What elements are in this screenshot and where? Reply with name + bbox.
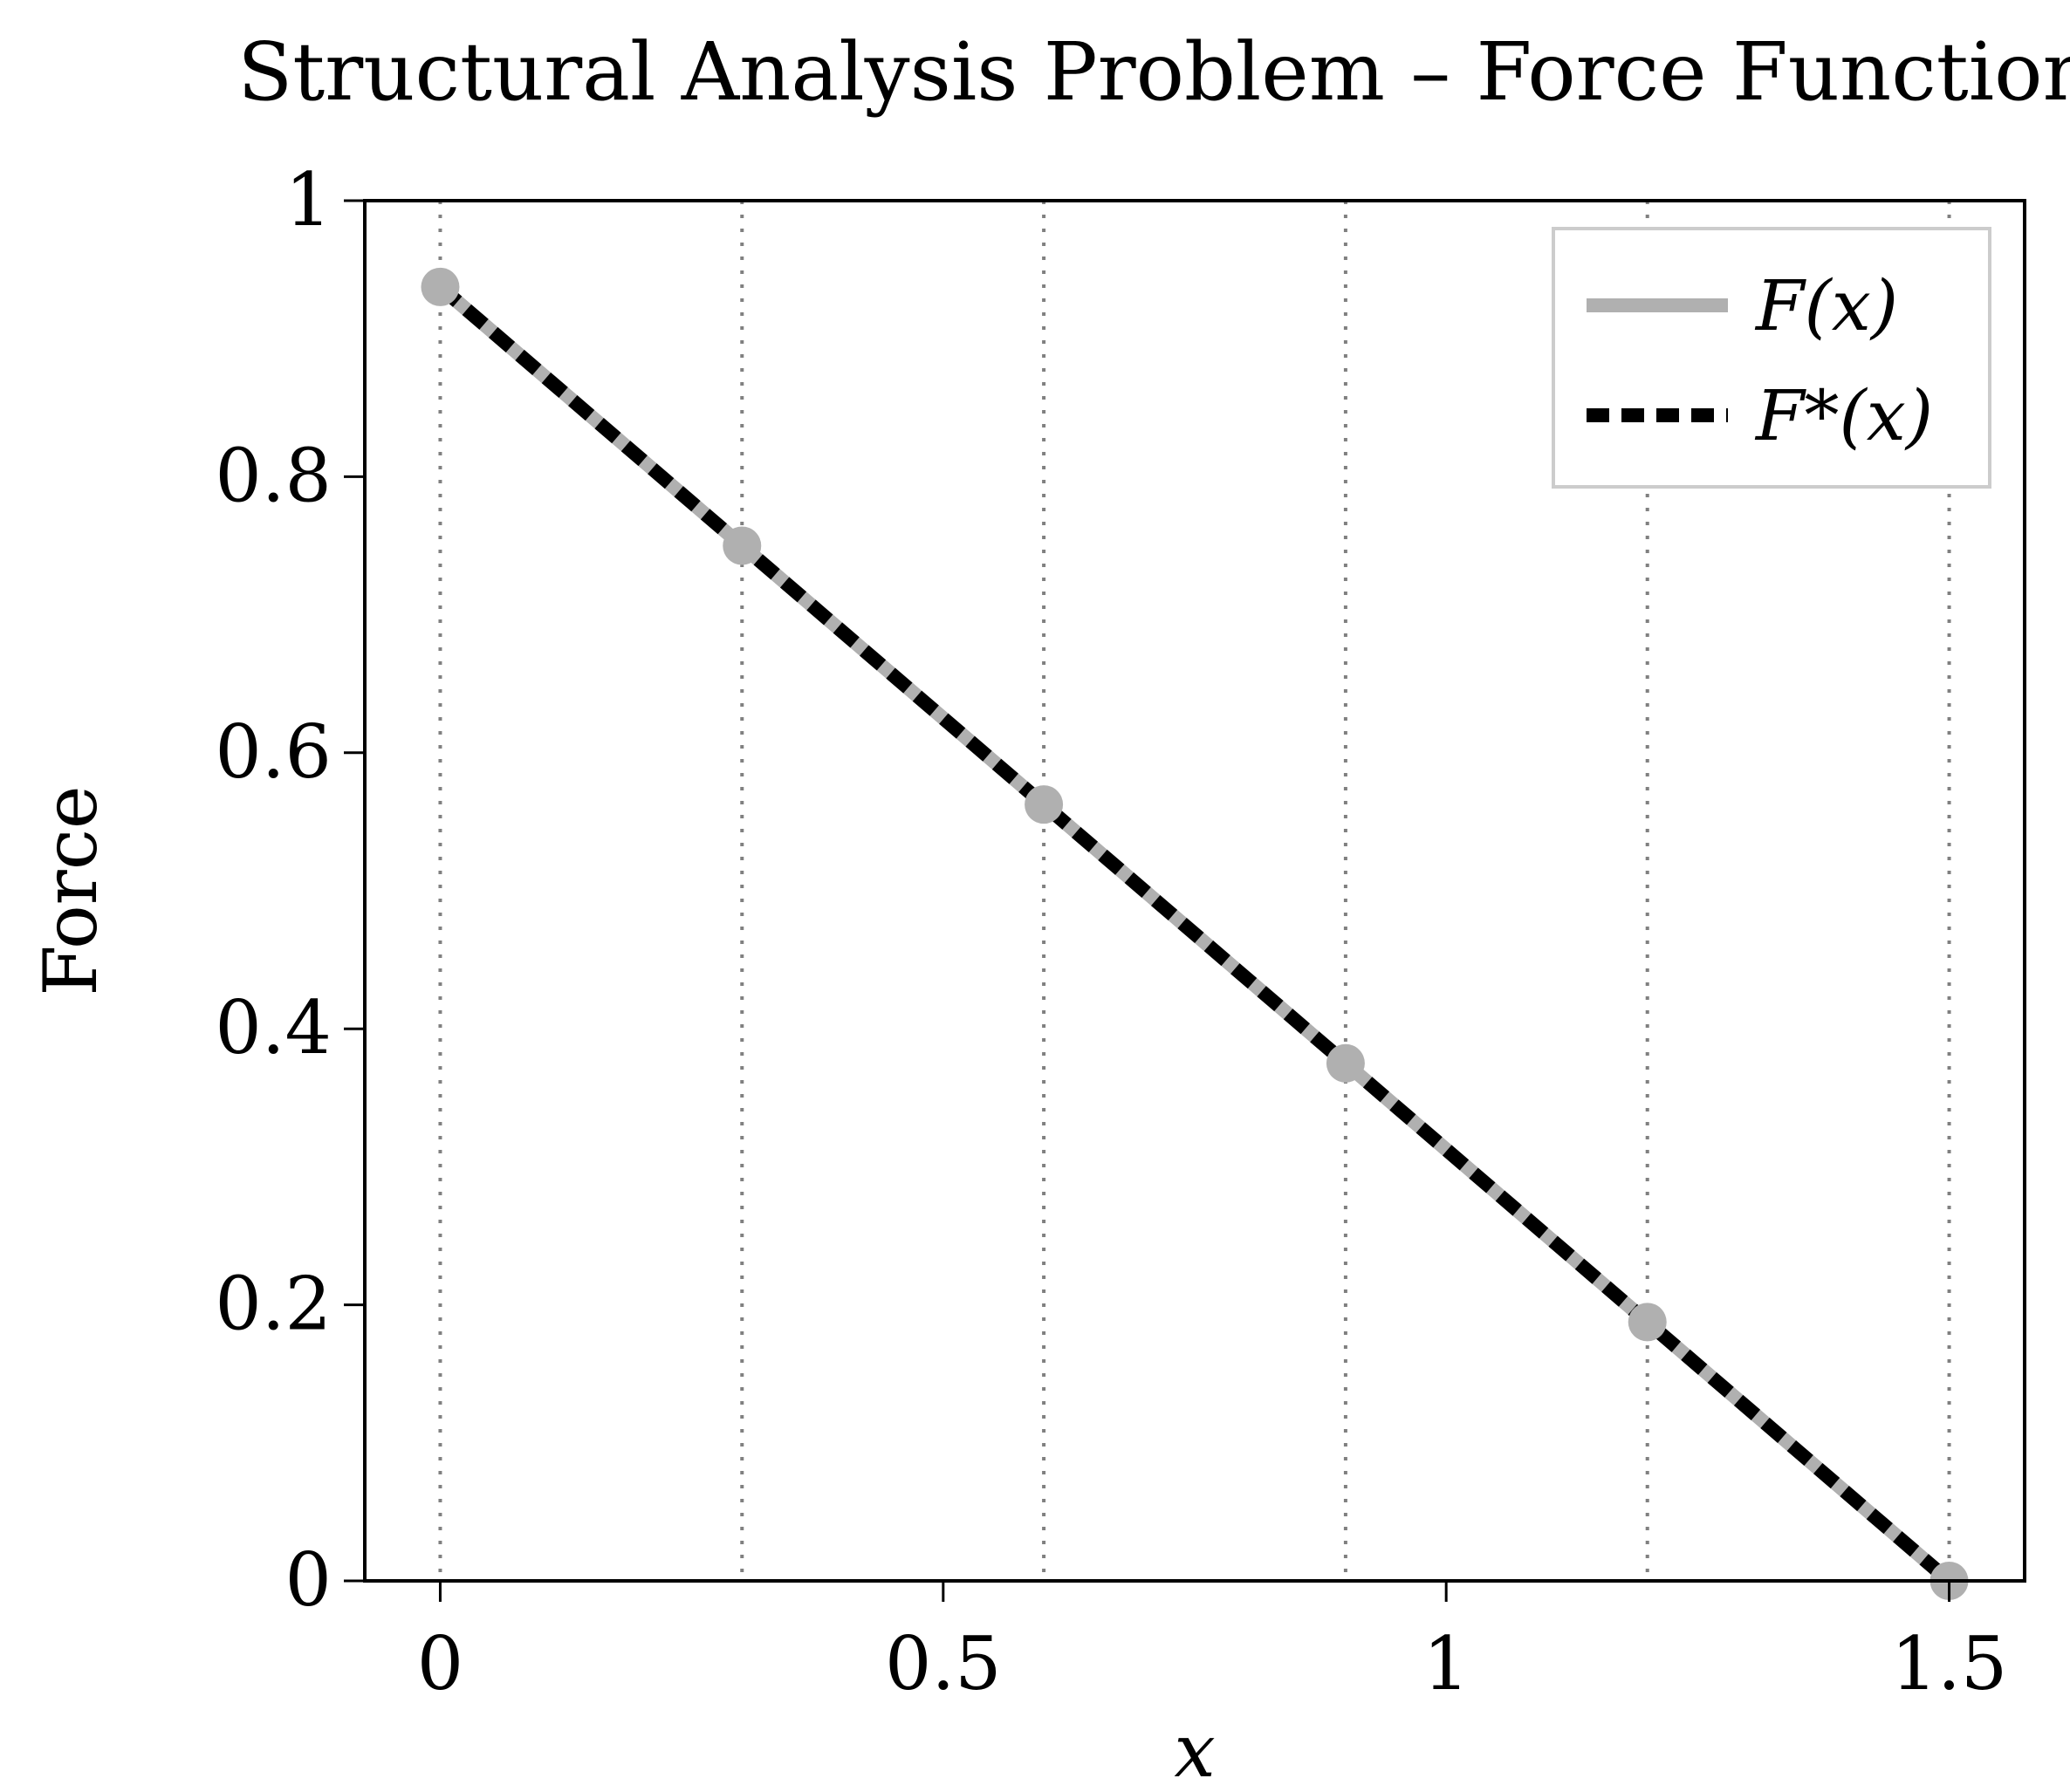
y-tick-label-5: 1 (285, 157, 332, 243)
y-tick-label-3: 0.6 (215, 709, 332, 795)
x-tick-label-3: 1.5 (1891, 1621, 2008, 1707)
data-point-2 (1025, 785, 1064, 824)
y-tick-label-1: 0.2 (215, 1262, 332, 1347)
x-tick-label-2: 1 (1422, 1621, 1469, 1707)
y-tick-label-2: 0.4 (215, 985, 332, 1070)
data-point-0 (421, 267, 460, 306)
legend-label-Fstar: F*(x) (1754, 375, 1933, 456)
data-point-4 (1628, 1303, 1667, 1342)
legend: F(x) F*(x) (1552, 227, 1991, 489)
y-axis-ticks: 0 0.2 0.4 0.6 0.8 1 (215, 157, 365, 1623)
data-point-3 (1326, 1043, 1365, 1083)
data-point-1 (723, 526, 762, 565)
x-tick-label-1: 0.5 (885, 1621, 1002, 1707)
x-tick-label-0: 0 (417, 1621, 463, 1707)
x-axis-label: x (1174, 1708, 1215, 1792)
y-axis-label: Force (28, 785, 113, 995)
series-layer (435, 281, 1954, 1587)
legend-box (1552, 227, 1991, 489)
x-axis-ticks: 0 0.5 1 1.5 (417, 1581, 2008, 1707)
y-tick-label-0: 0 (285, 1537, 332, 1623)
legend-label-F: F(x) (1754, 265, 1898, 346)
plot-frame (363, 199, 2026, 1583)
series-line-1 (435, 281, 1954, 1587)
y-tick-label-4: 0.8 (215, 433, 332, 518)
markers-layer (421, 267, 1969, 1600)
chart-title: Structural Analysis Problem – Force Func… (237, 25, 2070, 119)
